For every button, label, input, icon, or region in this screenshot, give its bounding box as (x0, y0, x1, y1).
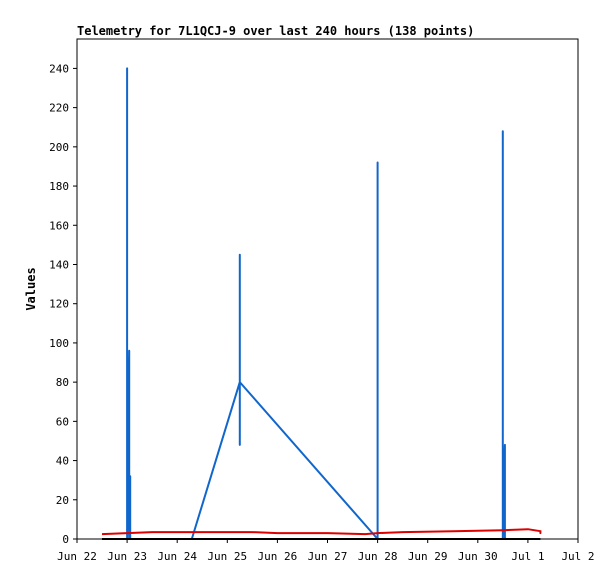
y-tick-label: 200 (49, 141, 69, 154)
x-tick-label: Jul 2 (561, 550, 594, 563)
x-tick-label: Jun 26 (258, 550, 298, 563)
y-tick-label: 20 (56, 494, 69, 507)
y-tick-label: 120 (49, 298, 69, 311)
y-tick-label: 40 (56, 455, 69, 468)
x-tick-label: Jun 27 (308, 550, 348, 563)
y-tick-label: 180 (49, 180, 69, 193)
y-tick-label: 60 (56, 415, 69, 428)
x-tick-label: Jun 25 (207, 550, 247, 563)
y-axis-label: Values (24, 267, 38, 310)
x-tick-label: Jun 22 (57, 550, 97, 563)
y-tick-label: 140 (49, 258, 69, 271)
y-tick-label: 100 (49, 337, 69, 350)
x-tick-label: Jun 28 (358, 550, 398, 563)
x-tick-label: Jul 1 (511, 550, 544, 563)
y-axis-ticks: 0 20 40 60 80 100 120 140 160 180 200 220 240 (49, 62, 77, 546)
y-tick-label: 220 (49, 102, 69, 115)
series-line-1 (126, 67, 506, 540)
y-tick-label: 0 (62, 533, 69, 546)
x-tick-label: Jun 29 (408, 550, 448, 563)
series-line-2 (101, 528, 542, 536)
series-group (101, 67, 542, 540)
y-tick-label: 80 (56, 376, 69, 389)
chart-title: Telemetry for 7L1QCJ-9 over last 240 hou… (77, 24, 474, 38)
x-tick-label: Jun 23 (107, 550, 147, 563)
x-tick-label: Jun 24 (157, 550, 197, 563)
plot-frame (76, 38, 579, 540)
y-tick-label: 240 (49, 62, 69, 75)
x-axis-ticks: Jun 22 Jun 23 Jun 24 Jun 25 Jun 26 Jun 27 Jun … (57, 539, 595, 563)
y-tick-label: 160 (49, 219, 69, 232)
x-tick-label: Jun 30 (458, 550, 498, 563)
